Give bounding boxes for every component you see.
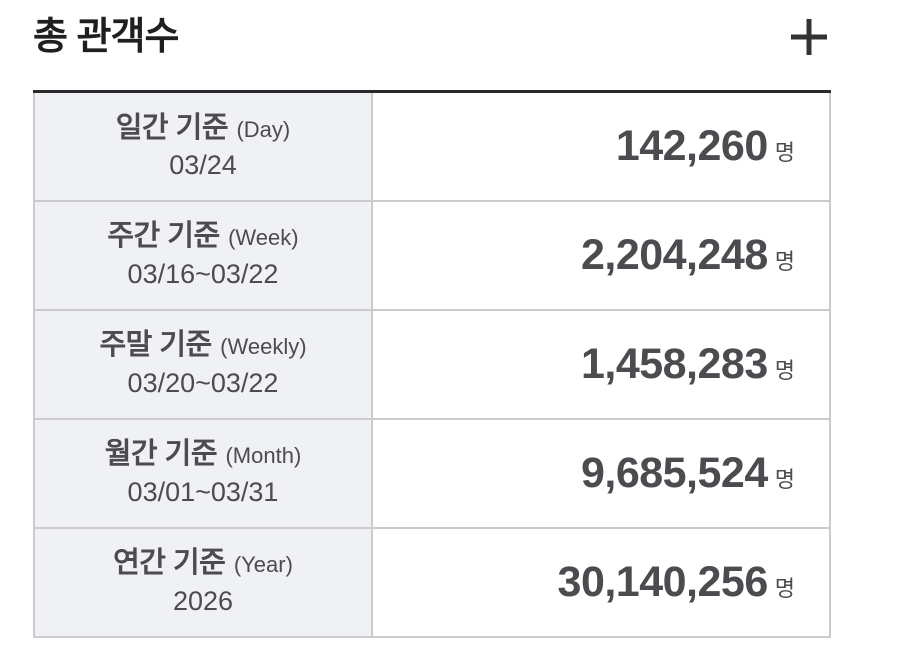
period-label-cell: 주간 기준 (Week) 03/16~03/22 [33,199,373,311]
period-label-en: (Year) [233,552,293,578]
period-label-cell: 월간 기준 (Month) 03/01~03/31 [33,417,373,529]
audience-count: 2,204,248 [580,230,768,279]
audience-count: 30,140,256 [557,557,769,606]
unit-label: 명 [774,575,795,601]
table-row-year: 연간 기준 (Year) 2026 30,140,256 명 [33,526,831,638]
value-cell: 142,260 명 [371,90,831,202]
period-label-cell: 연간 기준 (Year) 2026 [33,526,373,638]
add-button[interactable] [787,15,831,59]
period-label-en: (Day) [236,116,291,142]
period-label-cell: 주말 기준 (Weekly) 03/20~03/22 [33,308,373,420]
period-label: 연간 기준 [113,547,226,580]
table-row-week: 주간 기준 (Week) 03/16~03/22 2,204,248 명 [33,199,831,311]
period-label-en: (Weekly) [220,334,307,360]
unit-label: 명 [774,139,795,165]
period-range: 03/01~03/31 [127,476,279,507]
value-cell: 9,685,524 명 [371,417,831,529]
period-label: 일간 기준 [115,111,229,144]
value-cell: 1,458,283 명 [371,308,831,420]
plus-icon [788,16,830,58]
value-cell: 30,140,256 명 [371,526,831,638]
period-range: 2026 [172,585,234,616]
unit-label: 명 [774,466,795,492]
period-label: 월간 기준 [104,438,218,471]
page-title: 총 관객수 [33,16,179,58]
period-label-en: (Week) [228,225,299,251]
table-row-month: 월간 기준 (Month) 03/01~03/31 9,685,524 명 [33,417,831,529]
widget-header: 총 관객수 [33,12,831,62]
period-range: 03/16~03/22 [127,258,279,289]
audience-count: 142,260 [615,121,768,170]
period-range: 03/20~03/22 [127,367,279,398]
period-label: 주말 기준 [99,329,212,362]
audience-count: 9,685,524 [580,448,768,497]
table-row-weekend: 주말 기준 (Weekly) 03/20~03/22 1,458,283 명 [33,308,831,420]
period-label: 주간 기준 [107,220,220,253]
period-label-en: (Month) [225,443,302,469]
total-audience-widget: 총 관객수 일간 기준 (Day) 03/24 142,260 명 [33,12,831,638]
unit-label: 명 [774,357,795,383]
audience-count: 1,458,283 [580,339,768,388]
value-cell: 2,204,248 명 [371,199,831,311]
unit-label: 명 [774,248,795,274]
period-label-cell: 일간 기준 (Day) 03/24 [33,90,373,202]
table-row-day: 일간 기준 (Day) 03/24 142,260 명 [33,90,831,202]
period-range: 03/24 [169,150,237,181]
audience-stats-table: 일간 기준 (Day) 03/24 142,260 명 주간 기준 (Week) … [33,90,831,638]
